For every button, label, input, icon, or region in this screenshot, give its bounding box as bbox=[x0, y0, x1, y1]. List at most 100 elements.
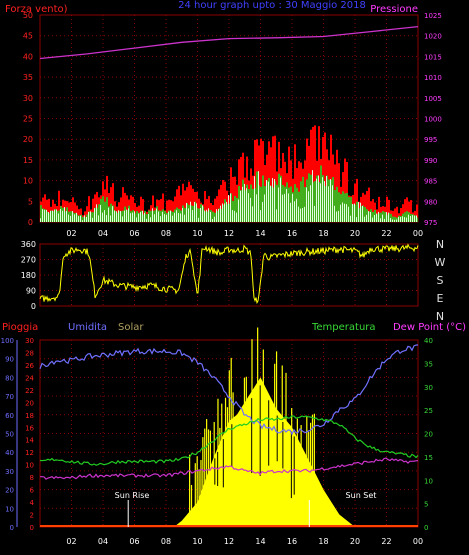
wind-avg-bar bbox=[260, 186, 262, 222]
wind-y-tick-label: 25 bbox=[23, 115, 33, 124]
wind-gust-bar bbox=[220, 184, 222, 222]
compass-w: W bbox=[435, 256, 446, 269]
wind-gust-bar bbox=[222, 179, 224, 222]
wind-speed-bar bbox=[218, 209, 219, 222]
wind-y-tick-label: 35 bbox=[23, 73, 33, 82]
wind-y-tick-label: 45 bbox=[23, 32, 33, 41]
wind-pressure-panel: 0510152025303540455097598098599099510001… bbox=[23, 11, 442, 238]
pressure-y-tick-label: 990 bbox=[424, 157, 437, 165]
wind-speed-bar bbox=[60, 208, 61, 222]
wind-speed-bar bbox=[256, 194, 257, 222]
wind-speed-bar bbox=[168, 211, 169, 222]
wind-speed-bar bbox=[284, 193, 285, 222]
wind-speed-bar bbox=[78, 216, 79, 222]
humidity-y-tick-label: 50 bbox=[5, 431, 14, 439]
wind-gust-bar bbox=[416, 204, 418, 222]
wind-gust-bar bbox=[88, 196, 90, 222]
wind-speed-bar bbox=[300, 208, 301, 222]
wind-speed-bar bbox=[190, 201, 191, 222]
wind-gust-bar bbox=[216, 196, 218, 222]
wind-speed-bar bbox=[364, 216, 365, 222]
wind-speed-bar bbox=[106, 215, 107, 222]
wind-speed-bar bbox=[108, 207, 109, 222]
wind-gust-bar bbox=[92, 198, 94, 222]
wind-avg-bar bbox=[372, 211, 374, 222]
wind-speed-bar bbox=[290, 202, 291, 222]
pressure-y-tick-label: 1000 bbox=[424, 116, 442, 124]
wind-speed-bar bbox=[72, 211, 73, 222]
wind-gust-bar bbox=[74, 202, 76, 222]
wind-avg-bar bbox=[198, 208, 200, 222]
wind-y-tick-label: 15 bbox=[23, 156, 33, 165]
wind-speed-bar bbox=[288, 193, 289, 222]
wind-gust-bar bbox=[142, 199, 144, 222]
chart-title: 24 hour graph upto : 30 Maggio 2018 bbox=[178, 0, 366, 11]
pressure-y-tick-label: 980 bbox=[424, 198, 437, 206]
x-tick-label: 12 bbox=[224, 229, 234, 238]
temperature-y-tick-label: 30 bbox=[424, 384, 433, 392]
dew-axis-title: Dew Point (°C) bbox=[393, 322, 466, 333]
wind-avg-bar bbox=[82, 216, 84, 222]
wind-avg-bar bbox=[92, 212, 94, 222]
wind-avg-bar bbox=[102, 196, 104, 222]
rain-y-tick-label: 26 bbox=[25, 362, 34, 370]
wind-speed-bar bbox=[374, 215, 375, 222]
wind-speed-bar bbox=[360, 202, 361, 222]
x-tick-label: 18 bbox=[318, 537, 328, 546]
humidity-y-tick-label: 10 bbox=[5, 505, 14, 513]
wind-speed-bar bbox=[172, 215, 173, 222]
x-tick-label: 22 bbox=[381, 537, 391, 546]
wind-speed-bar bbox=[142, 210, 143, 222]
wind-gust-bar bbox=[392, 210, 394, 222]
wind-avg-bar bbox=[106, 197, 108, 222]
wind-avg-bar bbox=[276, 184, 278, 222]
wind-gust-bar bbox=[180, 195, 182, 222]
temperature-line bbox=[39, 415, 419, 466]
wind-speed-bar bbox=[306, 187, 307, 222]
wind-speed-bar bbox=[116, 211, 117, 222]
wind-avg-bar bbox=[98, 204, 100, 222]
x-tick-label: 08 bbox=[161, 229, 171, 238]
wind-avg-bar bbox=[336, 186, 338, 222]
wind-speed-bar bbox=[414, 215, 415, 222]
wind-speed-bar bbox=[350, 215, 351, 222]
wind-speed-bar bbox=[70, 215, 71, 222]
wind-speed-bar bbox=[368, 211, 369, 222]
wind-avg-bar bbox=[136, 210, 138, 222]
wind-speed-bar bbox=[264, 194, 265, 222]
wind-speed-bar bbox=[348, 206, 349, 222]
wind-speed-bar bbox=[308, 191, 309, 222]
wind-gust-bar bbox=[298, 161, 300, 222]
wind-speed-bar bbox=[244, 183, 245, 222]
wind-speed-bar bbox=[394, 219, 395, 222]
wind-speed-bar bbox=[344, 203, 345, 222]
humidity-line bbox=[39, 344, 419, 436]
x-tick-label: 10 bbox=[192, 229, 202, 238]
wind-speed-bar bbox=[320, 183, 321, 222]
wind-gust-bar bbox=[354, 183, 356, 222]
weather-panel: 0102030405060708090100024681012141618202… bbox=[1, 327, 433, 546]
humidity-y-tick-label: 70 bbox=[5, 393, 14, 401]
wind-speed-bar bbox=[386, 212, 387, 222]
wind-gust-bar bbox=[400, 207, 402, 222]
rain-y-tick-label: 22 bbox=[25, 387, 34, 395]
wind-avg-bar bbox=[392, 216, 394, 222]
wind-gust-bar bbox=[378, 196, 380, 222]
wind-speed-bar bbox=[96, 204, 97, 222]
wind-speed-bar bbox=[152, 208, 153, 222]
wind-speed-bar bbox=[236, 212, 237, 222]
wind-speed-bar bbox=[328, 186, 329, 222]
wind-speed-bar bbox=[366, 214, 367, 222]
wind-speed-bar bbox=[40, 218, 41, 222]
wind-speed-bar bbox=[396, 219, 397, 222]
wind-direction-line bbox=[39, 243, 419, 305]
x-tick-label: 08 bbox=[161, 537, 171, 546]
wind-speed-bar bbox=[286, 188, 287, 222]
wind-speed-bar bbox=[180, 213, 181, 222]
wind-speed-bar bbox=[204, 210, 205, 222]
wind-gust-bar bbox=[204, 191, 206, 222]
wind-gust-bar bbox=[372, 199, 374, 222]
wind-speed-bar bbox=[406, 217, 407, 222]
wind-speed-bar bbox=[318, 175, 319, 222]
wind-gust-bar bbox=[126, 195, 128, 222]
